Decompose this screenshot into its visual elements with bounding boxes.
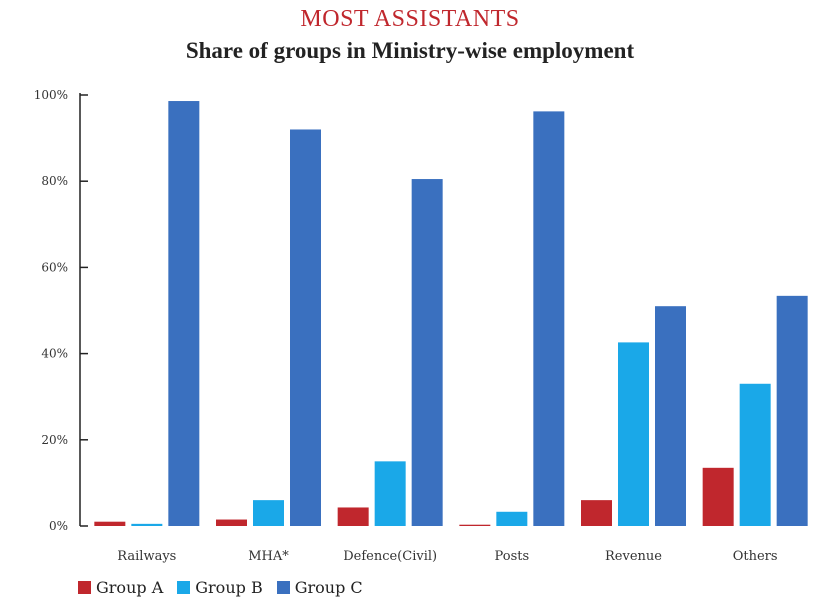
- bar-group-c-mha: [290, 129, 321, 527]
- y-tick-label: 40%: [41, 347, 68, 361]
- bar-group-c-others: [776, 295, 808, 526]
- bar-group-b-others: [739, 383, 771, 526]
- y-tick-label: 0%: [49, 519, 68, 533]
- x-category-label: Railways: [117, 549, 176, 564]
- bar-group-a-railways: [94, 521, 126, 526]
- bar-group-a-revenue: [581, 500, 612, 526]
- bars: [94, 101, 808, 527]
- legend-item-group-a: Group A: [78, 578, 163, 597]
- y-tick-label: 60%: [41, 260, 68, 274]
- bar-group-a-mha: [216, 519, 247, 526]
- bar-group-c-posts: [533, 111, 565, 527]
- x-category-label: Posts: [495, 549, 530, 564]
- x-category-label: MHA*: [248, 549, 289, 564]
- chart-subtitle: Share of groups in Ministry-wise employm…: [185, 38, 635, 63]
- y-tick-label: 80%: [41, 174, 68, 188]
- x-category-label: Defence(Civil): [343, 549, 437, 564]
- chart-title: MOST ASSISTANTS: [300, 6, 520, 32]
- y-tick-label: 20%: [41, 433, 68, 447]
- x-axis-labels: Railways MHA* Defence(Civil) Posts Revenue Ot…: [117, 549, 777, 564]
- bar-group-b-railways: [131, 523, 163, 526]
- bar-group-a-posts: [459, 524, 491, 526]
- y-tick-label: 100%: [34, 88, 68, 102]
- legend: Group A Group B Group C: [78, 578, 377, 597]
- legend-label-group-b: Group B: [195, 578, 263, 597]
- legend-swatch-group-b: [177, 581, 191, 594]
- x-category-label: Revenue: [605, 549, 662, 564]
- x-category-label: Others: [733, 549, 778, 564]
- bar-group-c-revenue: [655, 306, 686, 526]
- bar-group-b-defence-civil: [374, 461, 406, 526]
- bar-group-a-defence-civil: [337, 507, 369, 526]
- legend-label-group-c: Group C: [294, 578, 363, 597]
- bar-group-b-mha: [253, 500, 284, 526]
- bar-group-c-railways: [168, 101, 200, 526]
- bar-group-b-posts: [496, 511, 528, 526]
- legend-item-group-b: Group B: [177, 578, 263, 597]
- bar-group-b-revenue: [618, 342, 649, 526]
- bar-group-c-defence-civil: [411, 179, 443, 527]
- legend-swatch-group-a: [78, 581, 91, 594]
- legend-label-group-a: Group A: [96, 578, 164, 597]
- y-axis: 0% 20% 40% 60% 80% 100%: [34, 88, 88, 533]
- legend-swatch-group-c: [276, 581, 290, 594]
- legend-item-group-c: Group C: [276, 578, 363, 597]
- bar-group-a-others: [702, 467, 734, 526]
